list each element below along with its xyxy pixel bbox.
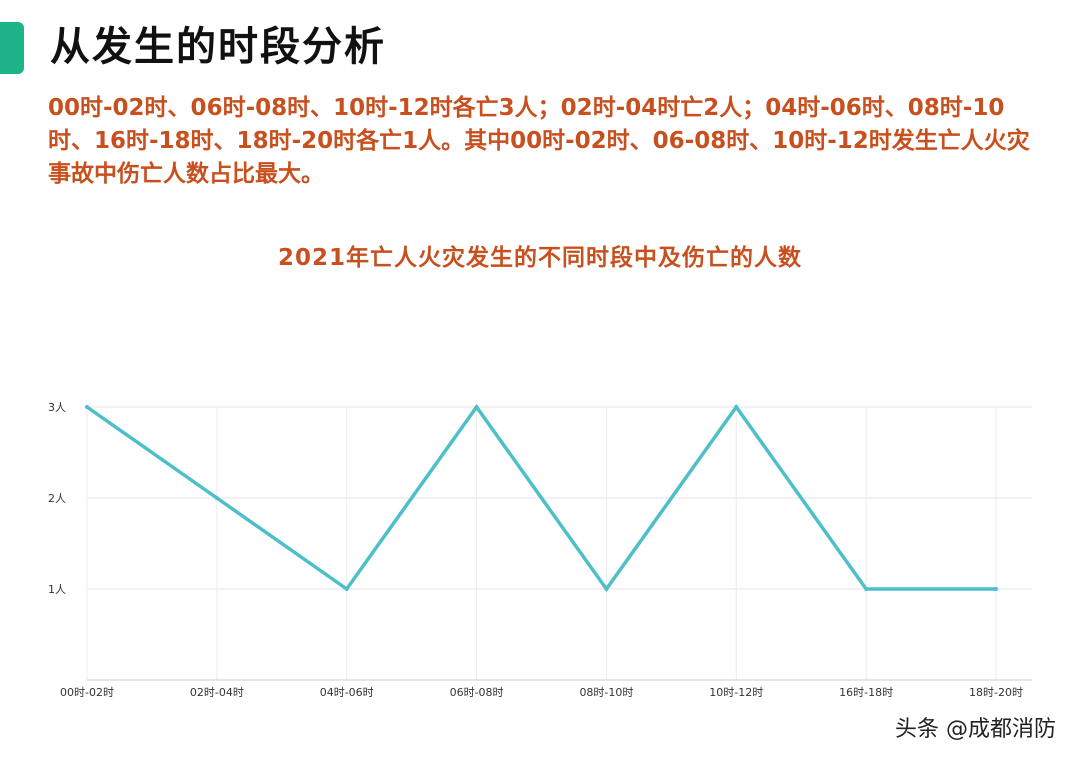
watermark: 头条 @成都消防 bbox=[895, 717, 1056, 742]
x-tick-label: 02时-04时 bbox=[190, 686, 244, 699]
x-tick-label: 06时-08时 bbox=[450, 686, 504, 699]
y-tick-label: 3人 bbox=[48, 401, 66, 414]
x-tick-label: 08时-10时 bbox=[579, 686, 633, 699]
data-point bbox=[864, 587, 869, 591]
title-accent-bar bbox=[0, 22, 24, 74]
data-point bbox=[604, 587, 609, 591]
data-point bbox=[734, 405, 739, 409]
x-tick-label: 10时-12时 bbox=[709, 686, 763, 699]
data-point bbox=[214, 496, 219, 500]
series-layer bbox=[85, 403, 998, 593]
x-tick-label: 00时-02时 bbox=[60, 686, 114, 699]
x-tick-label: 04时-06时 bbox=[320, 686, 374, 699]
data-point bbox=[344, 587, 349, 591]
series-line bbox=[85, 403, 996, 593]
summary-text: 00时-02时、06时-08时、10时-12时各亡3人；02时-04时亡2人；0… bbox=[48, 95, 1030, 187]
grid-layer bbox=[86, 406, 1032, 680]
data-point bbox=[994, 587, 998, 591]
line-chart: 1人 2人 3人 00时-02时 02时-04时 04时-06时 06时-08时 08时-10… bbox=[48, 401, 1032, 699]
data-point bbox=[474, 405, 479, 409]
axis-layer: 1人 2人 3人 00时-02时 02时-04时 04时-06时 06时-08时 08时-10… bbox=[48, 401, 1032, 699]
x-tick-label: 18时-20时 bbox=[969, 686, 1023, 699]
y-tick-label: 1人 bbox=[48, 583, 66, 596]
x-tick-label: 16时-18时 bbox=[839, 686, 893, 699]
y-tick-label: 2人 bbox=[48, 492, 66, 505]
data-point bbox=[85, 405, 89, 409]
chart-title: 2021年亡人火灾发生的不同时段中及伤亡的人数 bbox=[277, 245, 802, 271]
page-title: 从发生的时段分析 bbox=[50, 24, 386, 70]
